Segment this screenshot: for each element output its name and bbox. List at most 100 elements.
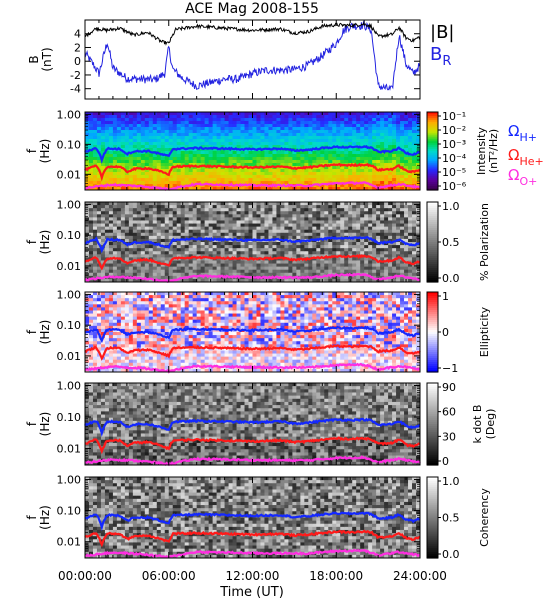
x-tick-label: 18:00:00	[309, 569, 363, 583]
colorbar-label: Ellipticity	[478, 306, 491, 357]
colorbar-cell	[427, 395, 438, 398]
colorbar-cell	[427, 393, 438, 396]
y-tick-label: 0.01	[57, 260, 82, 273]
colorbar-cell	[427, 348, 438, 351]
colorbar-cell	[427, 125, 438, 129]
gyro-line-h-plus	[84, 325, 421, 344]
colorbar-cell	[427, 462, 438, 466]
colorbar-cell	[427, 158, 438, 162]
chart-title: ACE Mag 2008-155	[185, 1, 319, 17]
y-tick-label: 1.00	[57, 198, 82, 211]
colorbar-cell	[427, 152, 438, 156]
colorbar-cell	[427, 254, 438, 257]
y-tick-label: 1.00	[57, 288, 82, 301]
colorbar-cell	[427, 266, 438, 269]
x-tick-label: 12:00:00	[226, 569, 280, 583]
colorbar-cell	[427, 417, 438, 421]
colorbar-cell	[427, 170, 438, 174]
y-tick-label: 1.00	[57, 108, 82, 121]
colorbar-cell	[427, 419, 438, 423]
colorbar-tick-label: 0.5	[442, 236, 460, 249]
panel-intensity: 1.00 0.10 0.01 f (Hz) 10⁻¹10⁻²10⁻³10⁻⁴10⁻⁵10⁻…	[25, 108, 544, 193]
colorbar-cell	[427, 458, 438, 462]
panel-ellipticity: 1.00 0.10 0.01 f (Hz) 1 0 −1 Ellipticity	[25, 288, 491, 375]
legend-br: BR	[430, 44, 451, 69]
colorbar-cell	[427, 276, 438, 279]
colorbar-cell	[427, 230, 438, 233]
y-axis-label: B	[27, 55, 41, 63]
colorbar-cell	[427, 176, 438, 179]
colorbar-tick-label: 10⁻⁵	[442, 166, 466, 179]
colorbar-cell	[427, 549, 438, 553]
colorbar-cell	[427, 517, 438, 521]
colorbar-cell	[427, 399, 438, 403]
colorbar-cell	[427, 505, 438, 508]
colorbar-cell	[427, 407, 438, 411]
colorbar-cell	[427, 258, 438, 261]
colorbar-cell	[427, 415, 438, 419]
colorbar-cell	[427, 553, 438, 557]
y-axis-label: f	[25, 329, 39, 334]
colorbar-cell	[427, 212, 438, 215]
y-tick-label: 0.01	[57, 536, 82, 549]
colorbar-cell	[427, 314, 438, 317]
colorbar-cell	[427, 226, 438, 229]
colorbar-cell	[427, 184, 438, 187]
colorbar-cell	[427, 160, 438, 164]
y-tick-label: 1.00	[57, 473, 82, 486]
colorbar-cell	[427, 509, 438, 513]
colorbar-cell	[427, 360, 438, 363]
colorbar-cell	[427, 310, 438, 313]
colorbar-cell	[427, 119, 438, 123]
colorbar-cell	[427, 440, 438, 444]
colorbar-cell	[427, 539, 438, 543]
y-tick-label: 1.00	[57, 379, 82, 392]
colorbar-cell	[427, 409, 438, 413]
colorbar-cell	[427, 316, 438, 319]
colorbar-cell	[427, 483, 438, 486]
colorbar-cell	[427, 537, 438, 541]
colorbar-cell	[427, 391, 438, 394]
gyro-line-h-plus	[84, 236, 421, 254]
colorbar-cell	[427, 551, 438, 555]
colorbar-label: Coherency	[478, 488, 491, 547]
colorbar-cell	[427, 515, 438, 519]
colorbar-cell	[427, 401, 438, 405]
y-tick-label: 0.10	[57, 411, 82, 424]
gyro-line-he-plus	[84, 344, 421, 361]
colorbar-cell	[427, 145, 438, 148]
colorbar-cell	[427, 260, 438, 263]
colorbar-cell	[427, 222, 438, 225]
colorbar-tick-label: 1.0	[442, 475, 460, 488]
colorbar-cell	[427, 149, 438, 152]
colorbar-cell	[427, 274, 438, 277]
colorbar-tick-label: 0	[442, 326, 449, 339]
colorbar-cell	[427, 493, 438, 496]
colorbar-cell	[427, 250, 438, 253]
colorbar-cell	[427, 342, 438, 345]
gyro-line-he-plus	[84, 529, 421, 548]
colorbar-cell	[427, 180, 438, 183]
panel-kdotb: 1.00 0.10 0.01 f (Hz) 90 60 30 0 k dot B (Deg)	[25, 379, 497, 468]
y-tick-label: 0.10	[57, 229, 82, 242]
colorbar-cell	[427, 346, 438, 349]
colorbar-tick-label: 10⁻⁶	[442, 180, 467, 193]
colorbar-cell	[427, 246, 438, 249]
y-axis-label: f	[25, 421, 39, 426]
colorbar-cell	[427, 521, 438, 525]
colorbar-unit: (Deg)	[484, 409, 497, 440]
colorbar-cell	[427, 446, 438, 450]
colorbar-cell	[427, 147, 438, 150]
y-tick-label: -2	[70, 69, 81, 82]
colorbar-cell	[427, 216, 438, 219]
colorbar-cell	[427, 489, 438, 492]
colorbar-cell	[427, 322, 438, 325]
colorbar-cell	[427, 368, 438, 371]
colorbar-cell	[427, 366, 438, 369]
colorbar-cell	[427, 448, 438, 452]
x-tick-label: 06:00:00	[142, 569, 196, 583]
colorbar-cell	[427, 456, 438, 460]
y-axis-unit: (nT)	[40, 47, 54, 71]
y-tick-label: 0.10	[57, 505, 82, 518]
